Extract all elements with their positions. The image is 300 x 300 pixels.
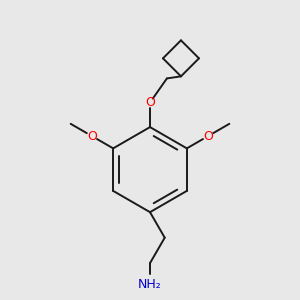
Text: O: O xyxy=(145,96,155,109)
Text: NH₂: NH₂ xyxy=(138,278,162,291)
Text: O: O xyxy=(87,130,97,142)
Text: O: O xyxy=(203,130,213,142)
